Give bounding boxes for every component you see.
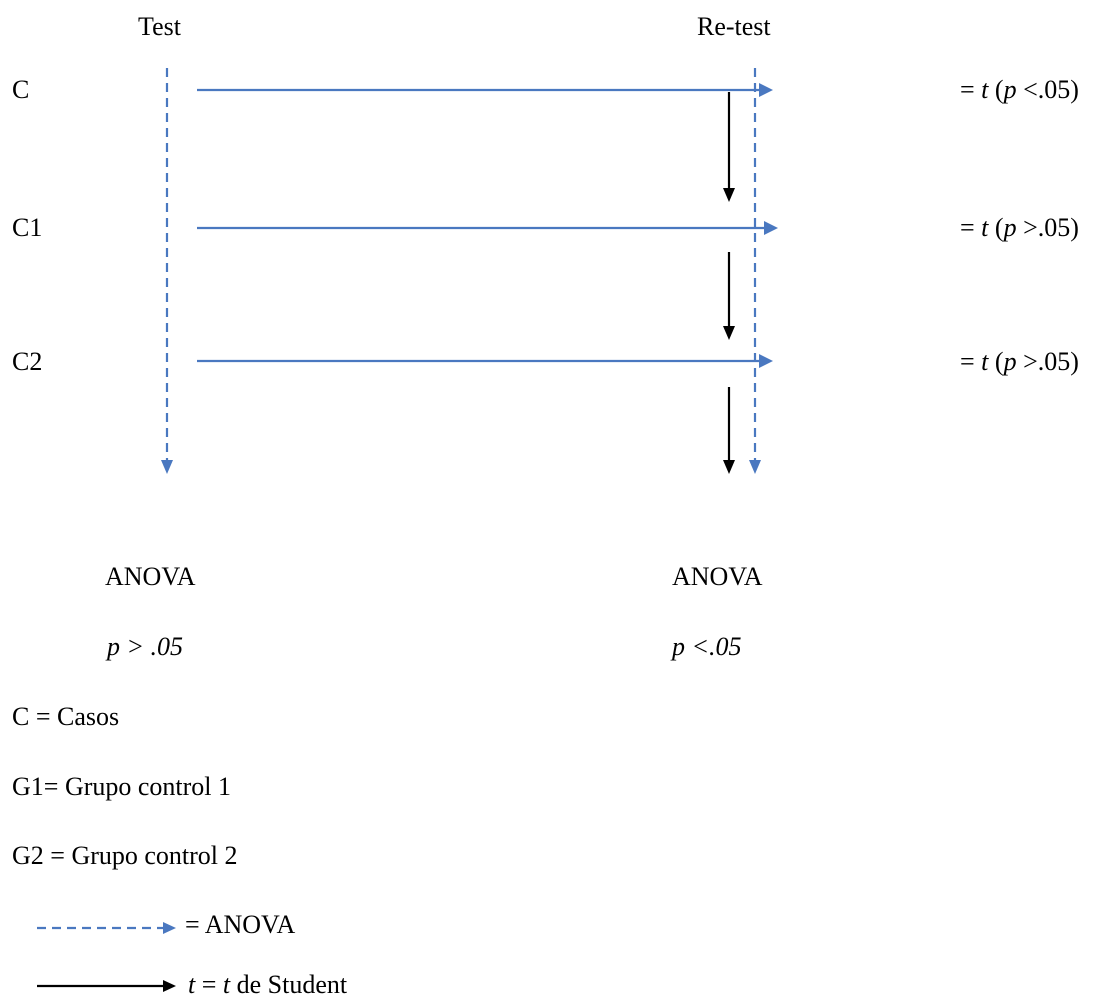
row-arrowhead-c1: [764, 221, 778, 235]
row-label-c: C: [12, 75, 30, 104]
legend-dashed-arrowhead: [163, 922, 176, 934]
row-result-c2: = t (p >.05): [960, 347, 1079, 376]
legend-solid-text: t = t de Student: [188, 970, 348, 999]
legend-g2: G2 = Grupo control 2: [12, 841, 238, 870]
t-arrowhead-3: [723, 460, 735, 474]
legend-solid-arrowhead: [163, 980, 176, 992]
row-arrowhead-c2: [759, 354, 773, 368]
anova-dashed-arrowhead-test: [161, 460, 173, 474]
t-arrowhead-1: [723, 188, 735, 202]
anova-right-p: p <.05: [672, 632, 742, 661]
t-arrowhead-2: [723, 326, 735, 340]
header-test: Test: [138, 12, 181, 41]
anova-right-label: ANOVA: [672, 562, 763, 591]
row-arrowhead-c: [759, 83, 773, 97]
row-label-c1: C1: [12, 213, 43, 242]
legend-dashed-text: = ANOVA: [185, 910, 296, 939]
legend-casos: C = Casos: [12, 702, 120, 731]
legend-g1: G1= Grupo control 1: [12, 772, 232, 801]
row-result-c1: = t (p >.05): [960, 213, 1079, 242]
anova-dashed-arrowhead-retest: [749, 460, 761, 474]
row-result-c: = t (p <.05): [960, 75, 1079, 104]
anova-left-label: ANOVA: [105, 562, 196, 591]
anova-left-p: p > .05: [107, 632, 184, 661]
row-label-c2: C2: [12, 347, 43, 376]
header-retest: Re-test: [697, 12, 771, 41]
